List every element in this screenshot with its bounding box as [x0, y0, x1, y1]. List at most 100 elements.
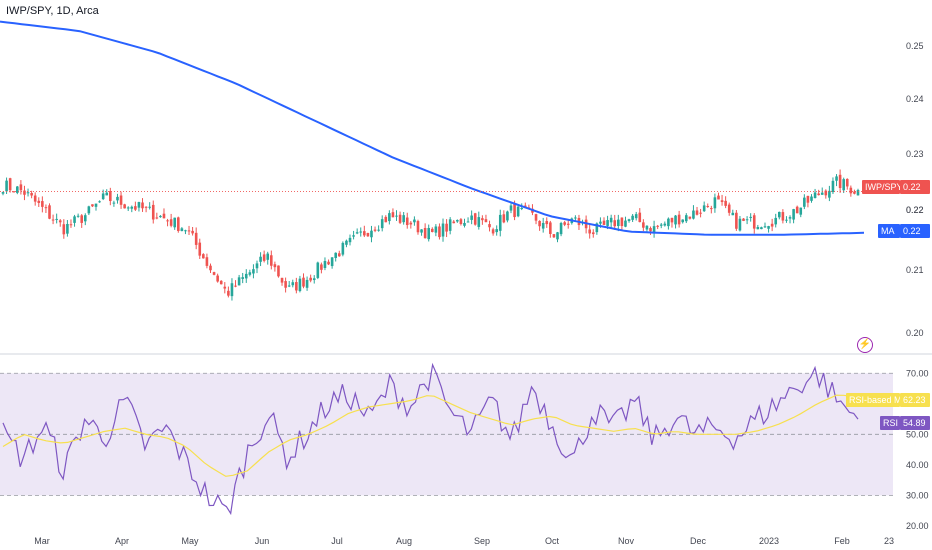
candle-body: [169, 219, 173, 226]
candle-body: [355, 232, 359, 234]
candle-body: [620, 217, 624, 227]
candle-body: [502, 214, 506, 223]
candle-body: [119, 195, 123, 205]
candle-body: [388, 213, 391, 222]
candle-body: [359, 231, 363, 233]
rsi-tick-label: 40.00: [906, 460, 929, 470]
candle-body: [198, 242, 202, 256]
candle-body: [270, 255, 273, 266]
candle-body: [370, 230, 373, 238]
candle-body: [348, 237, 352, 243]
candle-body: [323, 260, 327, 268]
candle-body: [420, 229, 423, 233]
candle-body: [745, 219, 749, 221]
candle-body: [549, 222, 552, 234]
candle-body: [463, 222, 466, 226]
candle-body: [413, 219, 416, 223]
candle-body: [416, 221, 420, 233]
candle-body: [105, 192, 109, 196]
candle-body: [219, 280, 223, 285]
price-value-box: [900, 180, 930, 194]
candle-body: [491, 229, 495, 234]
x-tick-label: Nov: [618, 536, 635, 546]
candle-body: [434, 226, 438, 233]
candle-body: [631, 215, 634, 220]
candle-body: [409, 222, 413, 225]
candle-body: [806, 195, 810, 203]
candle-body: [438, 226, 441, 238]
candle-body: [141, 202, 144, 209]
candle-body: [720, 200, 724, 203]
x-tick-label: May: [181, 536, 199, 546]
rsi-tag-label: RSI: [883, 418, 898, 428]
candle-body: [849, 187, 853, 194]
candle-body: [363, 231, 366, 236]
candle-body: [244, 273, 248, 279]
candle-body: [638, 212, 642, 223]
candle-body: [817, 193, 820, 196]
candle-body: [713, 197, 717, 209]
candle-body: [777, 211, 781, 218]
candle-body: [116, 196, 119, 201]
candle-body: [402, 215, 405, 223]
candle-body: [273, 264, 277, 268]
candle-body: [477, 217, 481, 227]
candle-body: [659, 224, 663, 226]
y-tick-label: 0.21: [906, 265, 924, 275]
candle-body: [845, 178, 849, 187]
candle-body: [667, 218, 670, 227]
candle-body: [384, 216, 388, 223]
candle-body: [627, 219, 631, 222]
candle-body: [1, 192, 5, 194]
candle-body: [33, 195, 37, 202]
lightning-icon[interactable]: ⚡: [857, 337, 873, 353]
price-tag-label: IWP/SPY: [865, 182, 903, 192]
candle-body: [234, 285, 237, 287]
candle-body: [101, 193, 105, 200]
candle-body: [756, 227, 760, 230]
x-tick-label: 2023: [759, 536, 779, 546]
candle-body: [831, 180, 835, 193]
candle-body: [763, 226, 767, 228]
rsi-value-text: 54.89: [903, 418, 926, 428]
candle-body: [441, 223, 445, 237]
candle-body: [473, 213, 477, 225]
candle-body: [552, 234, 556, 238]
candle-body: [176, 217, 180, 231]
x-tick-label: Sep: [474, 536, 490, 546]
rsi-tick-label: 50.00: [906, 429, 929, 439]
candle-body: [137, 202, 141, 208]
candle-body: [48, 205, 51, 219]
candle-body: [663, 223, 667, 226]
x-tick-label: Jul: [331, 536, 343, 546]
candle-body: [55, 218, 58, 220]
candle-body: [456, 220, 459, 222]
candle-body: [73, 216, 76, 223]
candle-body: [706, 205, 710, 207]
candle-body: [652, 226, 656, 233]
candle-body: [717, 195, 720, 200]
candle-body: [710, 208, 713, 210]
candle-body: [466, 221, 470, 223]
candle-body: [184, 230, 187, 232]
candle-body: [377, 229, 380, 231]
candle-body: [334, 252, 337, 258]
candle-body: [98, 201, 101, 203]
candle-body: [130, 206, 134, 209]
candle-body: [563, 222, 566, 225]
candle-body: [341, 242, 345, 255]
candle-body: [470, 215, 473, 220]
candle-body: [51, 219, 55, 221]
candle-body: [423, 227, 427, 239]
candle-body: [803, 197, 806, 207]
candle-body: [688, 216, 692, 219]
candle-body: [227, 290, 230, 296]
candle-body: [824, 190, 828, 196]
candle-body: [724, 200, 727, 206]
candle-body: [684, 215, 688, 222]
candle-body: [26, 192, 30, 194]
x-tick-label: Feb: [834, 536, 850, 546]
candle-body: [237, 277, 241, 286]
candle-body: [295, 282, 298, 291]
